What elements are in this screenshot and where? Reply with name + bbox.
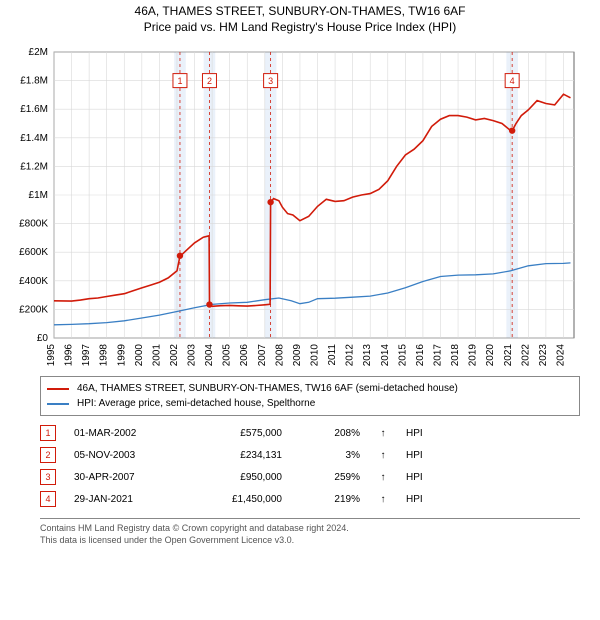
svg-text:2024: 2024 (555, 344, 566, 367)
tx-date: 29-JAN-2021 (74, 494, 174, 505)
footer-line-2: This data is licensed under the Open Gov… (40, 535, 580, 547)
svg-text:1: 1 (177, 76, 182, 86)
svg-text:£1M: £1M (29, 190, 48, 201)
legend-label: 46A, THAMES STREET, SUNBURY-ON-THAMES, T… (77, 381, 458, 396)
tx-hpi-label: HPI (406, 428, 436, 439)
tx-pct: 3% (300, 450, 360, 461)
svg-text:2017: 2017 (432, 344, 443, 367)
svg-text:4: 4 (510, 76, 515, 86)
tx-index-box: 2 (40, 447, 56, 463)
svg-text:2021: 2021 (503, 344, 514, 367)
tx-price: £575,000 (192, 428, 282, 439)
title-address: 46A, THAMES STREET, SUNBURY-ON-THAMES, T… (0, 4, 600, 18)
tx-hpi-label: HPI (406, 494, 436, 505)
tx-pct: 208% (300, 428, 360, 439)
legend-swatch (47, 388, 69, 390)
price-chart: £0 £200K £400K £600K £800K £1M £1.2M £1.4M £1.6M… (8, 40, 588, 370)
svg-text:2014: 2014 (380, 344, 391, 367)
svg-text:2015: 2015 (397, 344, 408, 367)
svg-text:£400K: £400K (19, 276, 48, 287)
svg-text:£2M: £2M (29, 47, 48, 58)
svg-text:2002: 2002 (169, 344, 180, 367)
chart-titles: 46A, THAMES STREET, SUNBURY-ON-THAMES, T… (0, 0, 600, 34)
svg-text:2001: 2001 (151, 344, 162, 367)
svg-text:2019: 2019 (468, 344, 479, 367)
svg-text:2020: 2020 (485, 344, 496, 367)
tx-price: £234,131 (192, 450, 282, 461)
svg-text:2023: 2023 (538, 344, 549, 367)
up-arrow-icon: ↑ (378, 494, 388, 505)
up-arrow-icon: ↑ (378, 428, 388, 439)
footer-attribution: Contains HM Land Registry data © Crown c… (40, 518, 580, 546)
svg-text:2012: 2012 (345, 344, 356, 367)
svg-text:2006: 2006 (239, 344, 250, 367)
legend-row: HPI: Average price, semi-detached house,… (47, 396, 573, 411)
svg-text:2010: 2010 (310, 344, 321, 367)
tx-pct: 259% (300, 472, 360, 483)
svg-text:1999: 1999 (116, 344, 127, 367)
svg-text:2022: 2022 (520, 344, 531, 367)
tx-price: £950,000 (192, 472, 282, 483)
tx-index-box: 4 (40, 491, 56, 507)
svg-text:2004: 2004 (204, 344, 215, 367)
svg-text:2000: 2000 (134, 344, 145, 367)
table-row: 1 01-MAR-2002 £575,000 208% ↑ HPI (40, 422, 580, 444)
svg-text:£0: £0 (37, 333, 49, 344)
svg-text:£1.8M: £1.8M (20, 76, 48, 87)
table-row: 3 30-APR-2007 £950,000 259% ↑ HPI (40, 466, 580, 488)
svg-text:2016: 2016 (415, 344, 426, 367)
tx-date: 01-MAR-2002 (74, 428, 174, 439)
table-row: 2 05-NOV-2003 £234,131 3% ↑ HPI (40, 444, 580, 466)
svg-text:1995: 1995 (46, 344, 57, 367)
tx-date: 05-NOV-2003 (74, 450, 174, 461)
svg-text:2018: 2018 (450, 344, 461, 367)
up-arrow-icon: ↑ (378, 472, 388, 483)
svg-text:2003: 2003 (187, 344, 198, 367)
svg-text:2007: 2007 (257, 344, 268, 367)
svg-text:2008: 2008 (274, 344, 285, 367)
legend-label: HPI: Average price, semi-detached house,… (77, 396, 315, 411)
svg-text:2005: 2005 (222, 344, 233, 367)
title-subtitle: Price paid vs. HM Land Registry's House … (0, 20, 600, 34)
up-arrow-icon: ↑ (378, 450, 388, 461)
svg-text:2: 2 (207, 76, 212, 86)
svg-text:2009: 2009 (292, 344, 303, 367)
svg-text:£800K: £800K (19, 219, 48, 230)
footer-line-1: Contains HM Land Registry data © Crown c… (40, 523, 580, 535)
svg-text:2011: 2011 (327, 344, 338, 366)
tx-index-box: 1 (40, 425, 56, 441)
svg-text:£1.2M: £1.2M (20, 161, 48, 172)
tx-index-box: 3 (40, 469, 56, 485)
svg-text:£600K: £600K (19, 247, 48, 258)
svg-text:£1.6M: £1.6M (20, 104, 48, 115)
tx-hpi-label: HPI (406, 450, 436, 461)
legend-swatch (47, 403, 69, 405)
legend-row: 46A, THAMES STREET, SUNBURY-ON-THAMES, T… (47, 381, 573, 396)
svg-text:1996: 1996 (64, 344, 75, 367)
svg-text:3: 3 (268, 76, 273, 86)
svg-text:£1.4M: £1.4M (20, 133, 48, 144)
legend: 46A, THAMES STREET, SUNBURY-ON-THAMES, T… (40, 376, 580, 416)
table-row: 4 29-JAN-2021 £1,450,000 219% ↑ HPI (40, 488, 580, 510)
svg-text:1997: 1997 (81, 344, 92, 367)
svg-text:1998: 1998 (99, 344, 110, 367)
tx-date: 30-APR-2007 (74, 472, 174, 483)
chart-container: £0 £200K £400K £600K £800K £1M £1.2M £1.4M £1.6M… (8, 40, 592, 370)
svg-text:2013: 2013 (362, 344, 373, 367)
svg-text:£200K: £200K (19, 304, 48, 315)
tx-price: £1,450,000 (192, 494, 282, 505)
tx-pct: 219% (300, 494, 360, 505)
transaction-table: 1 01-MAR-2002 £575,000 208% ↑ HPI 2 05-NOV-2003… (40, 422, 580, 510)
tx-hpi-label: HPI (406, 472, 436, 483)
